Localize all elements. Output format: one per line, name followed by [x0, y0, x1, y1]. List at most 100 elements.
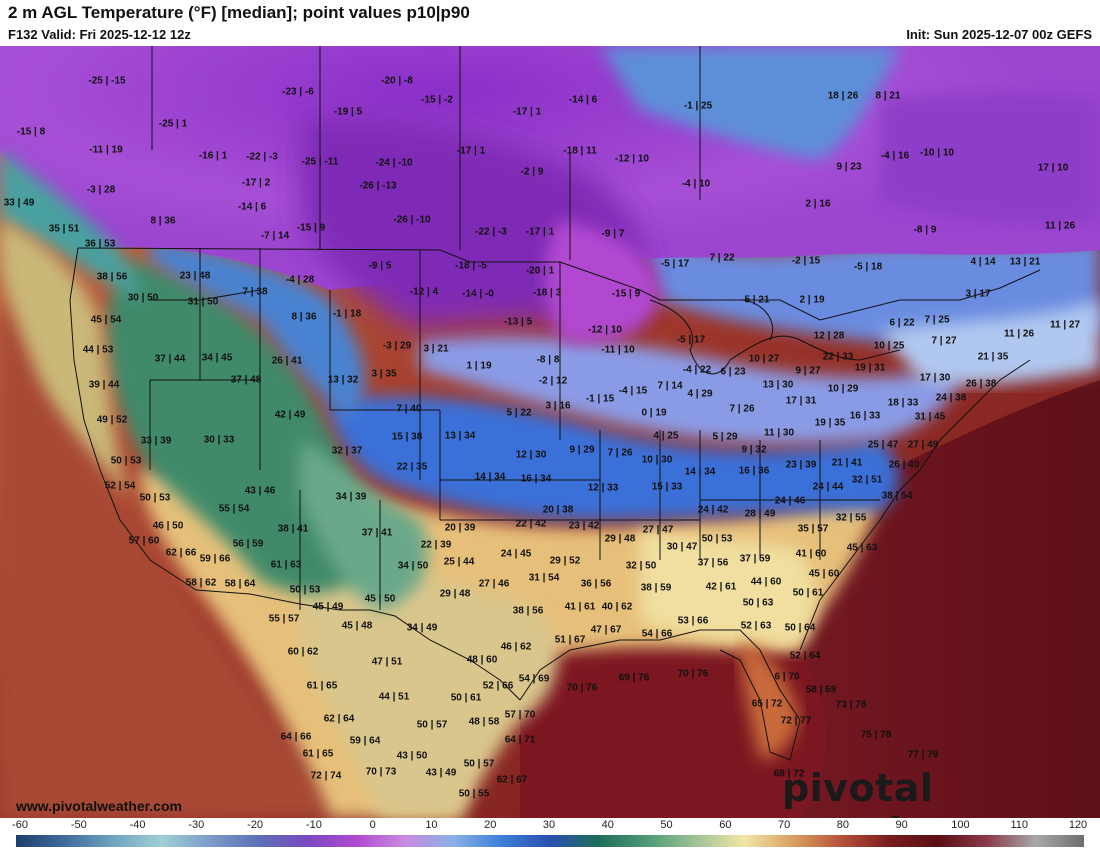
point-value: 24 | 38 — [936, 393, 967, 404]
point-value: -22 | -3 — [246, 152, 278, 163]
point-value: 12 | 30 — [516, 450, 547, 461]
website-label: www.pivotalweather.com — [16, 798, 182, 814]
point-value: -9 | 5 — [369, 261, 392, 272]
point-value: 10 | 29 — [828, 384, 859, 395]
point-value: -14 | -0 — [462, 289, 494, 300]
point-value: -25 | 1 — [159, 119, 188, 130]
point-value: 58 | 62 — [186, 578, 217, 589]
colorbar-tick: 30 — [542, 819, 556, 831]
point-value: 23 | 48 — [180, 271, 211, 282]
point-value: 52 | 63 — [741, 621, 772, 632]
point-value: -16 | 1 — [199, 151, 228, 162]
point-value: 6 | 23 — [720, 367, 745, 378]
point-value: 7 | 26 — [607, 448, 632, 459]
point-value: 0 | 19 — [641, 408, 666, 419]
point-value: 59 | 66 — [200, 554, 231, 565]
point-value: 34 | 49 — [407, 623, 438, 634]
point-value: 45 | 54 — [91, 315, 122, 326]
point-value: 7 | 26 — [729, 404, 754, 415]
point-value: 50 | 53 — [702, 534, 733, 545]
point-value: 13 | 34 — [445, 431, 476, 442]
point-value: 41 | 60 — [796, 549, 827, 560]
temperature-map[interactable]: -25 | -15 -23 | -6 -20 | -8 -15 | -2 -14 | 6… — [0, 46, 1100, 818]
point-value: 45 | 49 — [313, 602, 344, 613]
province-lines — [151, 46, 701, 260]
point-value: 30 | 50 — [128, 293, 159, 304]
point-value: -15 | 9 — [612, 289, 641, 300]
map-boundaries — [69, 46, 1041, 761]
point-value: 40 | 62 — [602, 602, 633, 613]
colorbar-tick: 100 — [951, 819, 970, 831]
point-value: 35 | 51 — [49, 224, 80, 235]
point-value: 20 | 39 — [445, 523, 476, 534]
point-value: -5 | 18 — [854, 262, 883, 273]
point-value: 45 | 60 — [809, 569, 840, 580]
point-value: 17 | 10 — [1038, 163, 1069, 174]
point-value: 2 | 19 — [799, 295, 824, 306]
point-value: 29 | 48 — [605, 534, 636, 545]
point-value: 73 | 78 — [836, 700, 867, 711]
point-value: 15 | 38 — [392, 432, 423, 443]
point-value: -2 | 15 — [792, 256, 821, 267]
point-value: 6 | 22 — [889, 318, 914, 329]
point-value: 36 | 53 — [85, 239, 116, 250]
point-value: -18 | 3 — [533, 288, 562, 299]
point-value: 11 | 26 — [1004, 329, 1034, 340]
colorbar-tick: 20 — [484, 819, 497, 831]
point-value: 9 | 29 — [569, 445, 594, 456]
point-value: 6 | 70 — [774, 672, 799, 683]
point-value: 38 | 59 — [641, 583, 672, 594]
canada-us-border — [77, 247, 1041, 321]
point-value: -14 | 6 — [238, 202, 267, 213]
point-value: 5 | 22 — [506, 408, 531, 419]
point-value: 26 | 38 — [966, 379, 997, 390]
point-value: -2 | 12 — [539, 376, 568, 387]
colorbar-tick: -60 — [12, 819, 28, 831]
point-value: 30 | 47 — [667, 542, 698, 553]
point-value: 46 | 50 — [153, 521, 184, 532]
point-value: 24 | 44 — [813, 482, 844, 493]
point-value: -17 | 2 — [242, 178, 271, 189]
point-value: 7 | 22 — [709, 253, 734, 264]
point-value: -24 | -10 — [375, 158, 413, 169]
point-value: -18 | 11 — [563, 146, 597, 157]
point-value: 43 | 46 — [245, 486, 276, 497]
point-value: 54 | 66 — [642, 629, 673, 640]
point-value: 38 | 41 — [278, 524, 309, 535]
gulf-coast — [519, 629, 801, 761]
point-value: -11 | 19 — [89, 145, 123, 156]
point-value: 35 | 57 — [798, 524, 829, 535]
point-value: 8 | 21 — [875, 91, 900, 102]
point-value: 48 | 58 — [469, 717, 500, 728]
point-value: 8 | 36 — [150, 216, 175, 227]
point-value: 7 | 40 — [396, 404, 421, 415]
point-value: -3 | 28 — [87, 185, 116, 196]
map-title: 2 m AGL Temperature (°F) [median]; point… — [8, 3, 470, 22]
point-value: -12 | 10 — [615, 154, 649, 165]
point-value: 50 | 57 — [417, 720, 448, 731]
point-value: 70 | 73 — [366, 767, 397, 778]
point-value: -26 | -13 — [359, 181, 397, 192]
point-value: 32 | 55 — [836, 513, 867, 524]
point-value: 7 | 27 — [931, 336, 956, 347]
point-value: 22 | 35 — [397, 462, 428, 473]
state-lines — [149, 248, 880, 610]
point-value: -4 | 16 — [881, 151, 910, 162]
point-value: 37 | 44 — [155, 354, 186, 365]
point-value: 11 | 30 — [764, 428, 794, 439]
point-value: -14 | 6 — [569, 95, 598, 106]
point-value: -23 | -6 — [282, 87, 314, 98]
point-value: -25 | -15 — [88, 76, 126, 87]
point-value: -15 | -2 — [421, 95, 453, 106]
point-value: 33 | 49 — [4, 198, 35, 209]
point-value: 41 | 61 — [565, 602, 596, 613]
point-value: 17 | 30 — [920, 373, 951, 384]
colorbar-tick: 10 — [425, 819, 438, 831]
point-value: 10 | 30 — [642, 455, 673, 466]
point-value: 50 | 61 — [451, 693, 482, 704]
point-value: -13 | 5 — [504, 317, 533, 328]
point-value: 11 | 26 — [1045, 221, 1075, 232]
point-value: 48 | 60 — [467, 655, 498, 666]
point-value: -4 | 22 — [683, 365, 712, 376]
colorbar: -60 -50 -40 -30 -20 -10 0 10 20 30 40 50 60 70 80 90 100… — [0, 818, 1100, 850]
